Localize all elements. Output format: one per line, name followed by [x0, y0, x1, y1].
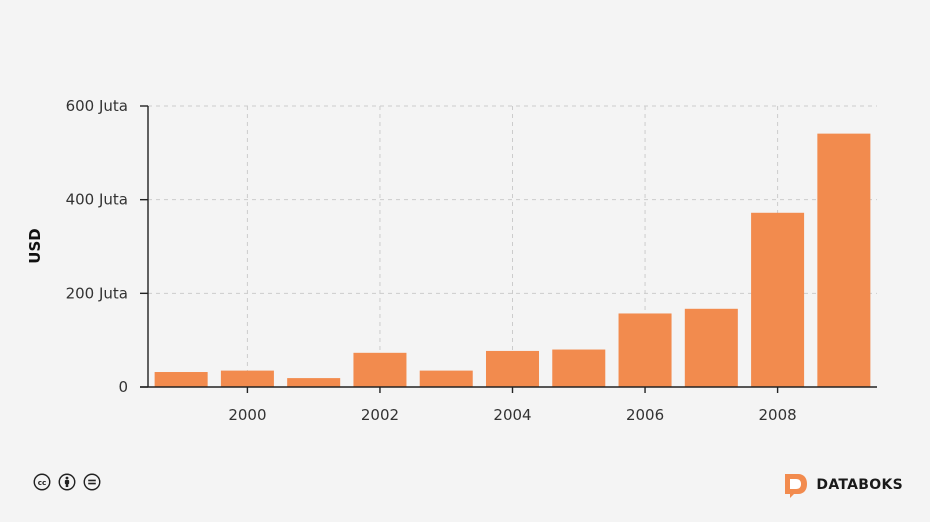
bars [154, 133, 871, 387]
x-tick-label: 2004 [493, 406, 531, 424]
bar-2006 [618, 313, 672, 387]
bar-2007 [684, 308, 738, 387]
x-tick-label: 2006 [626, 406, 664, 424]
bar-2004 [485, 350, 540, 387]
x-tick-label: 2000 [228, 406, 266, 424]
y-tick-label: 200 Juta [66, 284, 128, 302]
y-tick-label: 400 Juta [66, 191, 128, 209]
svg-text:cc: cc [38, 478, 47, 487]
y-tick-label: 0 [118, 378, 128, 396]
bar-2003 [419, 370, 473, 387]
axes [140, 106, 877, 388]
bar-1999 [154, 372, 208, 387]
y-tick-label: 600 Juta [66, 97, 128, 115]
brand-name: DATABOKS [816, 477, 903, 493]
y-axis-ticks: 0 200 Juta 400 Juta 600 Juta [66, 97, 148, 396]
x-tick-label: 2002 [361, 406, 399, 424]
bar-2000 [220, 370, 274, 387]
bar-2008 [751, 212, 805, 387]
bar-2002 [353, 352, 407, 387]
bar-2001 [287, 378, 341, 387]
y-axis-label: USD [26, 228, 44, 263]
creative-commons-icon: cc [33, 473, 51, 491]
bar-2009 [817, 133, 871, 387]
bar-2005 [552, 349, 606, 387]
no-derivatives-icon [83, 473, 101, 491]
brand: DATABOKS [783, 472, 903, 498]
x-axis-ticks: 2000 2002 2004 2006 2008 [228, 387, 797, 424]
x-tick-label: 2008 [758, 406, 796, 424]
license-icons: cc [33, 473, 101, 491]
attribution-icon [58, 473, 76, 491]
databoks-logo-icon [785, 474, 808, 498]
